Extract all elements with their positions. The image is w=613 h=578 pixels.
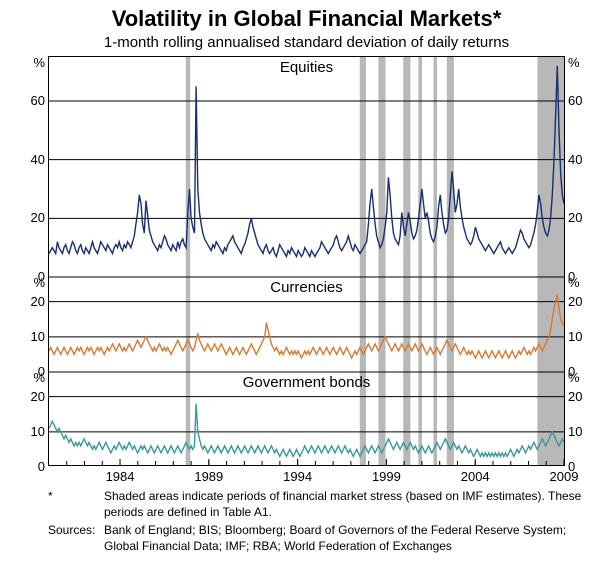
x-tick-label: 1989	[194, 465, 223, 484]
y-tick-label: 40	[15, 152, 49, 167]
x-tick-label: 1994	[283, 465, 312, 484]
y-tick-label: 20	[564, 210, 582, 225]
y-tick-label: 20	[564, 294, 582, 309]
y-unit-label: %	[15, 55, 49, 70]
x-tick-label: 1999	[372, 465, 401, 484]
chart-subtitle: 1-month rolling annualised standard devi…	[0, 34, 613, 51]
y-tick-label: 60	[564, 93, 582, 108]
y-tick-label: 10	[15, 329, 49, 344]
footnote: * Shaded areas indicate periods of finan…	[48, 488, 593, 520]
y-tick-label: 20	[15, 210, 49, 225]
chart-container: Volatility in Global Financial Markets* …	[0, 0, 613, 578]
y-unit-label: %	[564, 370, 580, 385]
sources-text: Bank of England; BIS; Bloomberg; Board o…	[104, 522, 593, 554]
panel-label: Equities	[280, 59, 333, 76]
y-unit-label: %	[15, 275, 49, 290]
x-tick-label: 2009	[550, 465, 579, 484]
plot-area: Equities00202040406060%%Currencies001010…	[48, 56, 565, 466]
footnote-text: Shaded areas indicate periods of financi…	[104, 488, 593, 520]
chart-title: Volatility in Global Financial Markets*	[0, 0, 613, 32]
sources: Sources: Bank of England; BIS; Bloomberg…	[48, 522, 593, 554]
y-unit-label: %	[564, 275, 580, 290]
y-tick-label: 60	[15, 93, 49, 108]
sources-label: Sources:	[48, 522, 104, 554]
y-unit-label: %	[564, 55, 580, 70]
y-tick-label: 0	[15, 459, 49, 474]
y-unit-label: %	[15, 370, 49, 385]
panel-label: Government bonds	[243, 374, 371, 391]
y-tick-label: 10	[564, 329, 582, 344]
y-tick-label: 10	[564, 424, 582, 439]
x-tick-label: 2004	[461, 465, 490, 484]
panel-label: Currencies	[270, 279, 343, 296]
x-tick-label: 1984	[106, 465, 135, 484]
plot-svg	[49, 57, 564, 465]
y-tick-label: 20	[564, 389, 582, 404]
footnote-marker: *	[48, 488, 104, 520]
y-tick-label: 20	[15, 389, 49, 404]
y-tick-label: 10	[15, 424, 49, 439]
y-tick-label: 40	[564, 152, 582, 167]
y-tick-label: 20	[15, 294, 49, 309]
